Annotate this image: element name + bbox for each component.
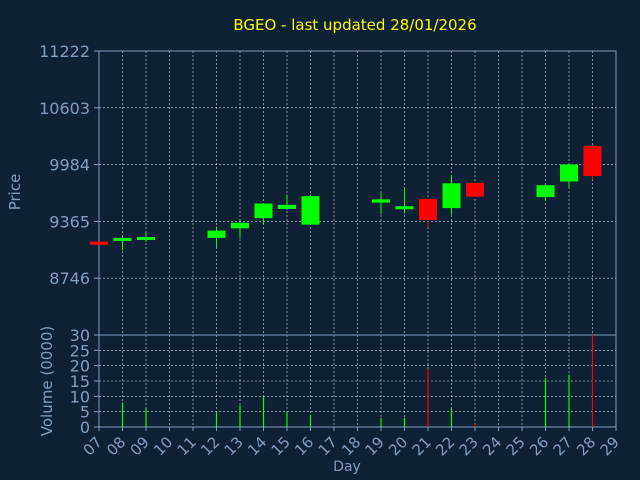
candle-body: [395, 206, 414, 210]
volume-axis-label: Volume (0000): [38, 326, 56, 436]
candle: [583, 146, 602, 180]
candle: [372, 192, 390, 215]
candle-body: [90, 241, 108, 245]
candle-body: [442, 183, 461, 209]
volume-tick-label: 20: [70, 357, 90, 376]
candle-body: [560, 164, 578, 182]
candle-body: [419, 198, 437, 221]
candle: [301, 194, 320, 225]
price-axis-ticks: 11222 10603 9984 9365 8746: [39, 42, 99, 288]
volume-tick-label: 30: [70, 326, 90, 345]
volume-tick-label: 0: [80, 418, 90, 437]
candle: [207, 226, 226, 248]
candle-body: [583, 146, 602, 176]
price-tick-label: 8746: [49, 269, 90, 288]
candle: [90, 241, 108, 245]
candle: [395, 188, 414, 214]
volume-tick-label: 10: [70, 387, 90, 406]
price-tick-label: 9365: [49, 212, 90, 231]
price-tick-label: 10603: [39, 99, 90, 118]
candle: [560, 163, 578, 188]
candles: [90, 146, 602, 251]
candle: [442, 175, 461, 215]
chart-title: BGEO - last updated 28/01/2026: [233, 16, 476, 34]
price-tick-label: 11222: [39, 42, 90, 61]
candle-body: [254, 203, 273, 219]
candle-body: [113, 237, 132, 241]
candle: [278, 194, 296, 210]
candle: [137, 232, 155, 243]
price-tick-label: 9984: [49, 156, 90, 175]
candle-body: [536, 185, 555, 198]
candle-body: [278, 204, 296, 210]
candle-body: [372, 199, 390, 203]
candle: [419, 198, 437, 228]
price-axis-label: Price: [6, 174, 24, 211]
candle-body: [207, 230, 226, 238]
candle: [254, 203, 273, 225]
candle-body: [231, 222, 249, 229]
day-axis-label: Day: [333, 459, 361, 475]
volume-tick-label: 5: [80, 403, 90, 422]
volume-tick-label: 15: [70, 372, 90, 391]
candle-body: [137, 236, 155, 240]
candle: [536, 185, 555, 201]
volume-bars: [121, 335, 594, 427]
volume-tick-label: 25: [70, 341, 90, 360]
candle-body: [301, 196, 320, 225]
candle: [113, 236, 132, 251]
candle: [466, 182, 484, 198]
candle: [231, 220, 249, 239]
candle-body: [466, 182, 484, 197]
